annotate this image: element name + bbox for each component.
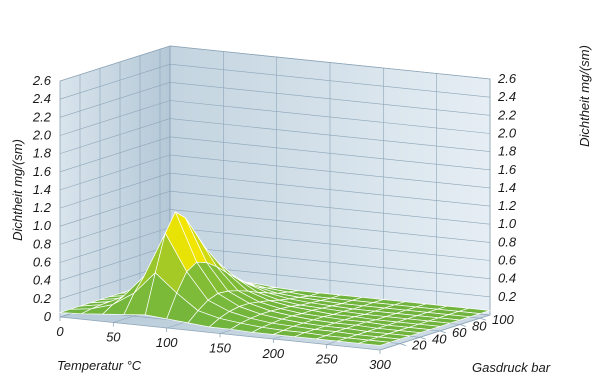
z-tick-label: 0.8 (33, 236, 52, 251)
x-tick-label: 100 (156, 335, 178, 350)
z-axis-label-left: Dichtheit mg/(sm) (10, 139, 25, 241)
x-tick-label: 300 (369, 357, 391, 372)
x-tick-label: 200 (261, 346, 284, 361)
z-tick-label: 1.6 (33, 164, 52, 179)
z-tick-label: 0.4 (33, 273, 51, 288)
y-tick-mark (399, 343, 407, 347)
z-tick-label: 2.0 (32, 128, 52, 143)
z-tick-label: 1.8 (33, 146, 52, 161)
axis-ticks: 0 50 100 150 200 250 300 20 40 60 80 100 0 0.2 0.4 0.6 0… (32, 71, 517, 372)
z-tick-label-right: 0.6 (498, 253, 517, 268)
z-tick-label: 0.6 (33, 255, 52, 270)
z-axis-label-right: Dichtheit mg/(sm) (577, 45, 592, 147)
z-tick-label-right: 1.4 (498, 180, 516, 195)
z-tick-label-right: 0.8 (498, 234, 517, 249)
y-tick-label: 60 (452, 325, 467, 340)
x-tick-label: 50 (106, 330, 121, 345)
z-tick-label: 2.4 (32, 91, 51, 106)
z-tick-label-right: 2.6 (497, 71, 517, 86)
x-gridline (379, 79, 491, 351)
z-tick-label-right: 1.6 (498, 162, 517, 177)
z-tick-label-right: 0.2 (498, 289, 517, 304)
z-tick-label-right: 2.4 (497, 89, 516, 104)
y-tick-mark (439, 330, 447, 334)
x-tick-label: 0 (56, 324, 64, 339)
x-tick-label: 150 (209, 341, 231, 356)
surface-cell (358, 339, 391, 346)
y-axis-label: Gasdruck bar (472, 360, 551, 375)
z-tick-label: 2.2 (32, 109, 52, 124)
y-tick-mark (419, 336, 427, 340)
z-tick-label-right: 1.8 (498, 144, 517, 159)
z-tick-label: 1.0 (33, 218, 52, 233)
z-tick-label-right: 0.4 (498, 271, 516, 286)
z-tick-label-right: 1.2 (498, 198, 517, 213)
x-axis-label: Temperatur °C (57, 358, 142, 373)
z-tick-label: 0 (44, 309, 52, 324)
y-tick-mark (459, 324, 467, 327)
z-tick-label: 1.2 (33, 200, 52, 215)
z-tick-label: 0.2 (33, 291, 52, 306)
y-tick-label: 40 (432, 331, 447, 346)
z-tick-label-right: 1.0 (498, 216, 517, 231)
x-tick-label: 250 (315, 352, 338, 367)
y-tick-label: 100 (492, 312, 514, 327)
y-tick-label: 80 (472, 319, 487, 334)
surface-mesh (59, 211, 491, 346)
z-tick-label-right: 2.2 (497, 107, 517, 122)
y-tick-label: 20 (411, 338, 427, 353)
z-tick-label-right: 2.0 (497, 126, 517, 141)
z-tick-label: 1.4 (33, 182, 51, 197)
axis-labels: Temperatur °C Gasdruck bar Dichtheit mg/… (10, 45, 592, 375)
z-tick-label: 2.6 (32, 73, 52, 88)
y-tick-mark (479, 317, 487, 321)
